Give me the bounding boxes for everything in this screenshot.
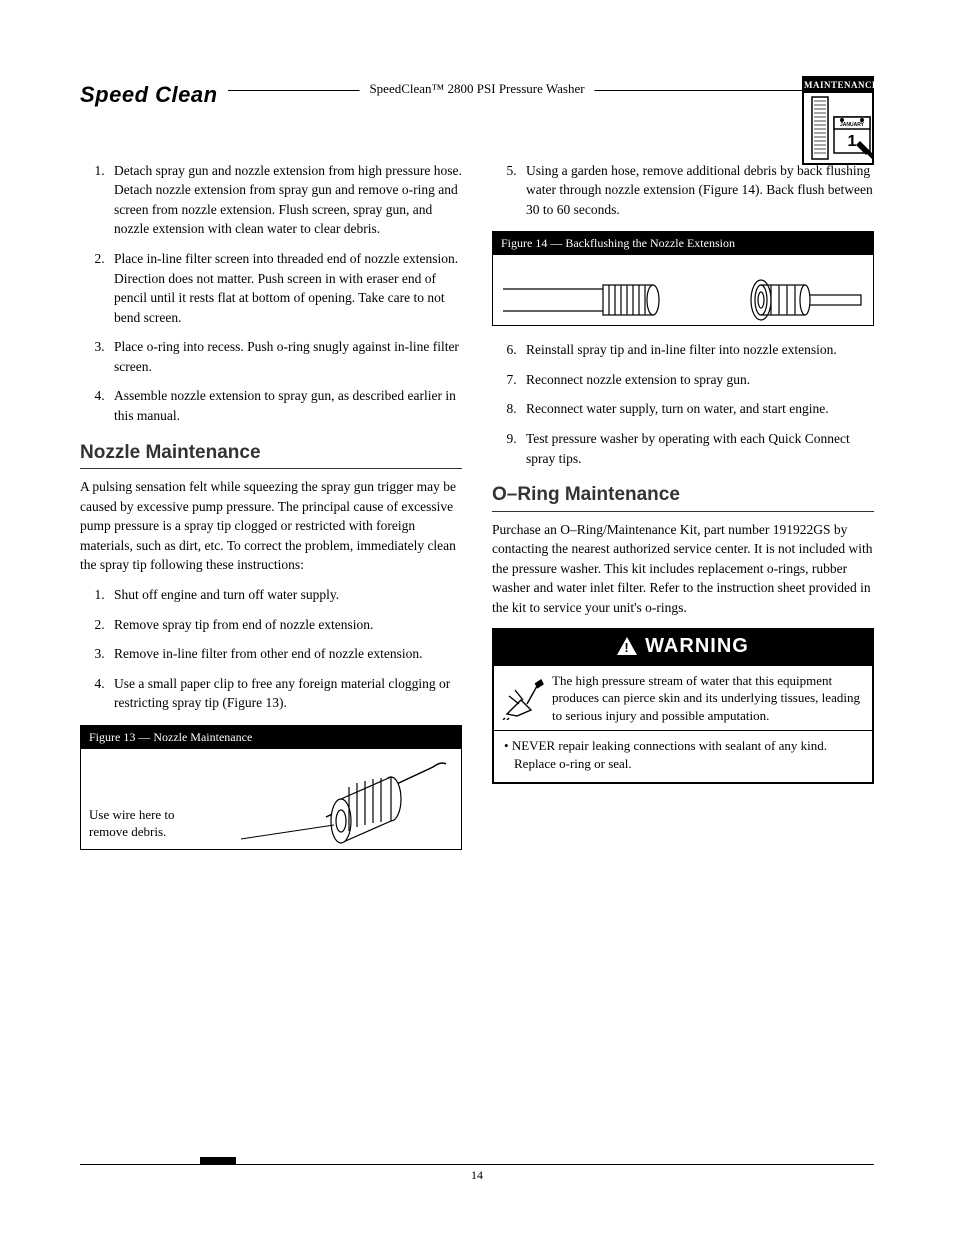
page-number: 14 [80,1167,874,1184]
page-footer: 14 [80,1164,874,1184]
list-item: Reconnect nozzle extension to spray gun. [520,370,874,390]
footer-tab [200,1157,236,1164]
list-item: Place o-ring into recess. Push o-ring sn… [108,337,462,376]
figure-13-title: Figure 13 — Nozzle Maintenance [81,726,461,749]
nozzle-intro-paragraph: A pulsing sensation felt while squeezing… [80,477,462,575]
list-item: Using a garden hose, remove additional d… [520,161,874,220]
figure-caption-line: Use wire here to [89,807,175,822]
figure-caption-line: remove debris. [89,824,166,839]
nozzle-steps-continued: Using a garden hose, remove additional d… [492,161,874,220]
warning-bullet-item: NEVER repair leaking connections with se… [502,737,864,772]
nozzle-steps-list: Shut off engine and turn off water suppl… [80,585,462,713]
page-header: Speed Clean SpeedClean™ 2800 PSI Pressur… [80,80,874,111]
warning-icon-cell [494,666,552,731]
list-item: Reinstall spray tip and in-line filter i… [520,340,874,360]
nozzle-steps-continued-2: Reinstall spray tip and in-line filter i… [492,340,874,468]
figure-13-body: Use wire here to remove debris. [81,749,461,849]
content-columns: Detach spray gun and nozzle extension fr… [80,161,874,864]
footer-rule [80,1164,874,1165]
figure-14-title: Figure 14 — Backflushing the Nozzle Exte… [493,232,873,255]
figure-14-body [493,255,873,325]
nozzle-maintenance-heading: Nozzle Maintenance [80,440,462,470]
brand-logo: Speed Clean [80,80,228,111]
figure-13-caption: Use wire here to remove debris. [89,807,175,841]
maintenance-badge: MAINTENANCE JANUARY [802,76,874,165]
list-item: Use a small paper clip to free any forei… [108,674,462,713]
warning-header: ! WARNING [494,630,872,666]
left-column: Detach spray gun and nozzle extension fr… [80,161,462,864]
setup-steps-list: Detach spray gun and nozzle extension fr… [80,161,462,426]
warning-label: WARNING [645,632,749,660]
maintenance-badge-label: MAINTENANCE [804,78,872,93]
injection-hazard-icon [501,676,545,720]
svg-text:!: ! [624,640,629,655]
right-column: Using a garden hose, remove additional d… [492,161,874,864]
warning-box: ! WARNING [492,628,874,785]
svg-text:1: 1 [848,133,857,150]
list-item: Place in-line filter screen into threade… [108,249,462,327]
list-item: Test pressure washer by operating with e… [520,429,874,468]
figure-14: Figure 14 — Backflushing the Nozzle Exte… [492,231,874,326]
figure-13: Figure 13 — Nozzle Maintenance [80,725,462,850]
document-title: SpeedClean™ 2800 PSI Pressure Washer [359,80,594,98]
oring-maintenance-heading: O–Ring Maintenance [492,482,874,512]
list-item: Detach spray gun and nozzle extension fr… [108,161,462,239]
warning-bullets: NEVER repair leaking connections with se… [494,731,872,782]
svg-text:JANUARY: JANUARY [840,122,865,128]
list-item: Assemble nozzle extension to spray gun, … [108,386,462,425]
calendar-icon: JANUARY 1 [804,93,876,163]
list-item: Reconnect water supply, turn on water, a… [520,399,874,419]
list-item: Remove in-line filter from other end of … [108,644,462,664]
list-item: Shut off engine and turn off water suppl… [108,585,462,605]
list-item: Remove spray tip from end of nozzle exte… [108,615,462,635]
backflushing-illustration [503,265,863,335]
warning-text: The high pressure stream of water that t… [552,666,872,731]
warning-row: The high pressure stream of water that t… [494,666,872,732]
logo-text: Speed Clean [80,82,218,107]
oring-paragraph: Purchase an O–Ring/Maintenance Kit, part… [492,520,874,618]
warning-triangle-icon: ! [617,637,637,655]
